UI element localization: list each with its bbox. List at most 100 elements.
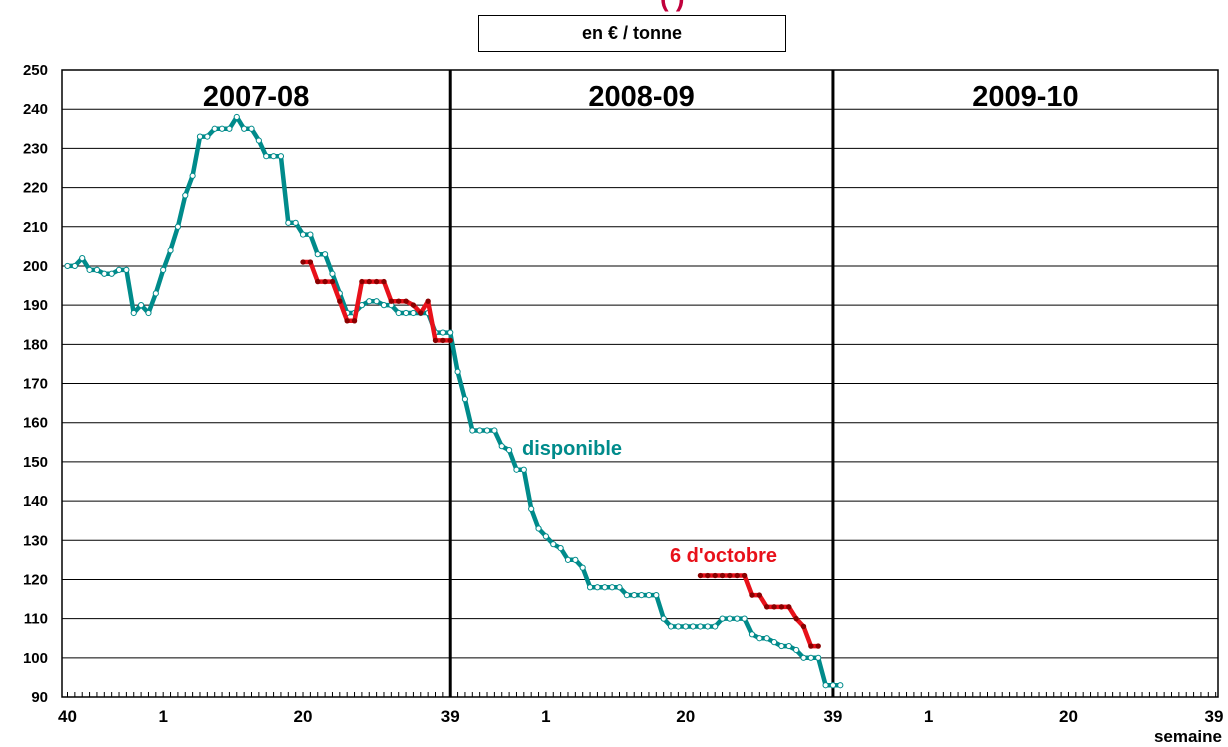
data-point-octobre <box>734 572 740 579</box>
annotation-disponible: disponible <box>522 438 622 460</box>
data-point-disponible <box>292 219 299 226</box>
data-point-disponible <box>800 654 807 661</box>
y-tick-label: 120 <box>23 571 48 588</box>
data-point-disponible <box>410 309 417 317</box>
x-tick-label: 39 <box>1205 707 1224 726</box>
y-tick-label: 240 <box>23 101 48 118</box>
data-point-octobre <box>749 592 755 598</box>
data-point-disponible <box>770 639 778 646</box>
data-point-disponible <box>255 137 262 144</box>
data-point-disponible <box>653 592 660 599</box>
data-point-disponible <box>631 592 638 599</box>
data-point-disponible <box>520 466 527 473</box>
data-point-octobre <box>300 259 306 265</box>
data-point-octobre <box>800 623 807 630</box>
data-point-disponible <box>506 447 513 454</box>
y-tick-label: 90 <box>31 689 48 706</box>
y-tick-label: 230 <box>23 140 48 157</box>
data-point-octobre <box>418 310 424 316</box>
y-tick-label: 170 <box>23 376 48 393</box>
unit-label-box: en € / tonne <box>478 15 786 52</box>
data-point-disponible <box>101 270 108 277</box>
data-point-octobre <box>322 278 328 285</box>
data-point-disponible <box>395 309 402 317</box>
data-point-disponible <box>167 247 174 254</box>
data-point-octobre <box>425 298 431 304</box>
data-point-disponible <box>785 642 792 650</box>
data-point-disponible <box>402 309 410 317</box>
data-point-disponible <box>690 623 697 630</box>
data-point-octobre <box>778 604 785 610</box>
y-tick-label: 130 <box>23 532 48 549</box>
data-point-disponible <box>79 255 86 262</box>
data-point-disponible <box>263 153 270 160</box>
data-point-octobre <box>712 572 718 579</box>
data-point-disponible <box>822 682 829 689</box>
data-point-disponible <box>719 615 726 622</box>
chart-title-fragment: ( ) <box>660 0 685 13</box>
data-point-disponible <box>461 396 469 403</box>
y-tick-label: 140 <box>23 493 48 510</box>
data-point-disponible <box>712 623 719 630</box>
x-tick-label: 1 <box>158 707 167 726</box>
data-point-disponible <box>491 427 498 434</box>
data-point-disponible <box>616 584 623 591</box>
data-point-disponible <box>756 635 763 642</box>
data-point-octobre <box>403 298 409 304</box>
plot-frame <box>61 69 1219 698</box>
data-point-disponible <box>138 302 145 309</box>
data-point-disponible <box>270 153 277 160</box>
data-point-disponible <box>86 266 93 273</box>
data-point-disponible <box>469 427 476 434</box>
x-tick-label: 1 <box>541 707 550 726</box>
data-point-octobre <box>447 337 453 344</box>
data-point-disponible <box>152 290 159 297</box>
x-tick-label: 20 <box>1059 707 1078 726</box>
data-point-disponible <box>476 427 483 434</box>
data-point-octobre <box>771 604 777 610</box>
data-point-disponible <box>734 615 741 622</box>
y-tick-label: 190 <box>23 297 48 314</box>
x-tick-label: 39 <box>441 707 460 726</box>
data-point-disponible <box>579 564 586 571</box>
data-point-octobre <box>337 298 343 304</box>
season-label: 2008-09 <box>588 81 694 113</box>
y-tick-label: 210 <box>23 219 48 236</box>
y-tick-label: 160 <box>23 415 48 432</box>
data-point-octobre <box>741 572 748 579</box>
data-point-disponible <box>638 592 645 599</box>
data-point-disponible <box>697 623 704 630</box>
data-point-disponible <box>557 544 564 552</box>
data-point-disponible <box>829 682 837 689</box>
data-point-disponible <box>130 309 137 317</box>
data-point-disponible <box>160 266 167 273</box>
data-point-disponible <box>550 541 557 548</box>
data-point-disponible <box>233 113 240 121</box>
data-point-disponible <box>299 231 307 238</box>
data-point-octobre <box>373 278 380 285</box>
data-point-disponible <box>196 133 204 140</box>
data-point-disponible <box>837 682 844 689</box>
y-tick-label: 100 <box>23 650 48 667</box>
data-point-octobre <box>344 318 350 324</box>
data-point-octobre <box>815 643 821 649</box>
data-point-disponible <box>601 584 608 591</box>
data-point-disponible <box>447 329 454 336</box>
data-point-disponible <box>660 615 667 622</box>
data-point-disponible <box>704 623 711 630</box>
data-point-disponible <box>748 631 756 638</box>
data-point-disponible <box>535 525 542 532</box>
data-point-disponible <box>218 125 226 132</box>
data-point-disponible <box>454 368 461 375</box>
data-point-disponible <box>307 231 314 238</box>
data-point-disponible <box>211 125 218 132</box>
data-point-octobre <box>432 337 439 344</box>
x-tick-label: 39 <box>823 707 842 726</box>
data-point-octobre <box>697 572 704 579</box>
data-point-disponible <box>542 533 550 540</box>
data-point-octobre <box>410 302 417 308</box>
x-tick-label: 20 <box>676 707 695 726</box>
data-point-disponible <box>93 266 101 273</box>
data-point-octobre <box>764 604 770 610</box>
data-point-disponible <box>248 125 255 132</box>
